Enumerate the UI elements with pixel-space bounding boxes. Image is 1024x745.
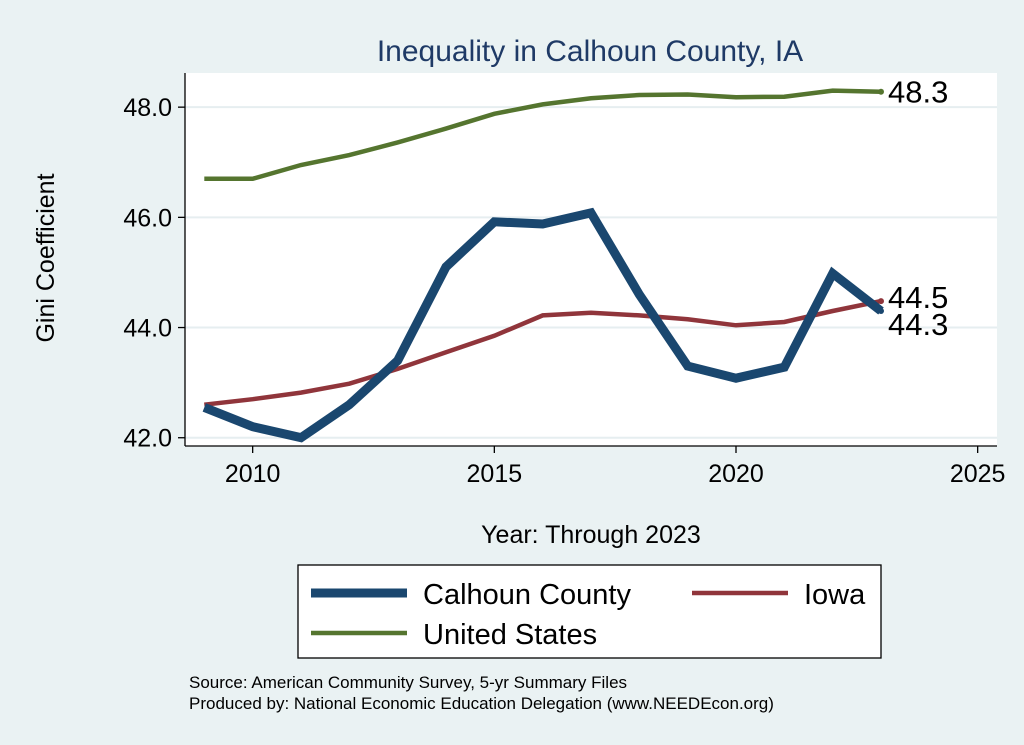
x-ticks: 2010 2015 2020 2025 [225,446,1006,488]
legend-box [297,564,882,659]
end-value-label: 44.3 [888,307,948,342]
legend-label: Iowa [804,579,866,611]
series-lines [202,88,884,443]
legend-label: Calhoun County [423,579,631,611]
end-point-marker [878,298,884,305]
x-tick-label: 2010 [225,460,281,488]
series-line-iowa [204,298,882,407]
y-tick-label: 46.0 [123,204,172,232]
end-point-marker [878,88,884,95]
x-tick-label: 2020 [708,460,764,488]
axes [184,73,997,447]
y-tick-label: 42.0 [123,425,172,453]
y-tick-label: 48.0 [123,94,172,122]
legend-label: United States [423,619,597,651]
series-line-calhoun-county [202,207,884,443]
end-value-label: 44.5 [888,280,948,315]
series-line-united-states [204,88,882,182]
y-ticks: 42.0 44.0 46.0 48.0 [123,94,185,453]
x-tick-label: 2015 [467,460,523,488]
y-tick-label: 44.0 [123,315,172,343]
legend: Calhoun County Iowa United States [297,564,882,659]
y-axis-label: Gini Coefficient [32,173,60,342]
x-axis-label: Year: Through 2023 [481,521,701,549]
producer-note: Produced by: National Economic Education… [189,694,774,713]
x-tick-label: 2025 [950,460,1006,488]
end-value-label: 48.3 [888,75,948,110]
end-labels: 44.344.5 48.3 [878,75,948,342]
chart-title: Inequality in Calhoun County, IA [377,35,803,68]
end-point-marker [878,308,884,315]
plot-area [185,73,997,446]
source-note: Source: American Community Survey, 5-yr … [189,673,627,692]
legend-items: Calhoun County Iowa United States [311,579,866,651]
